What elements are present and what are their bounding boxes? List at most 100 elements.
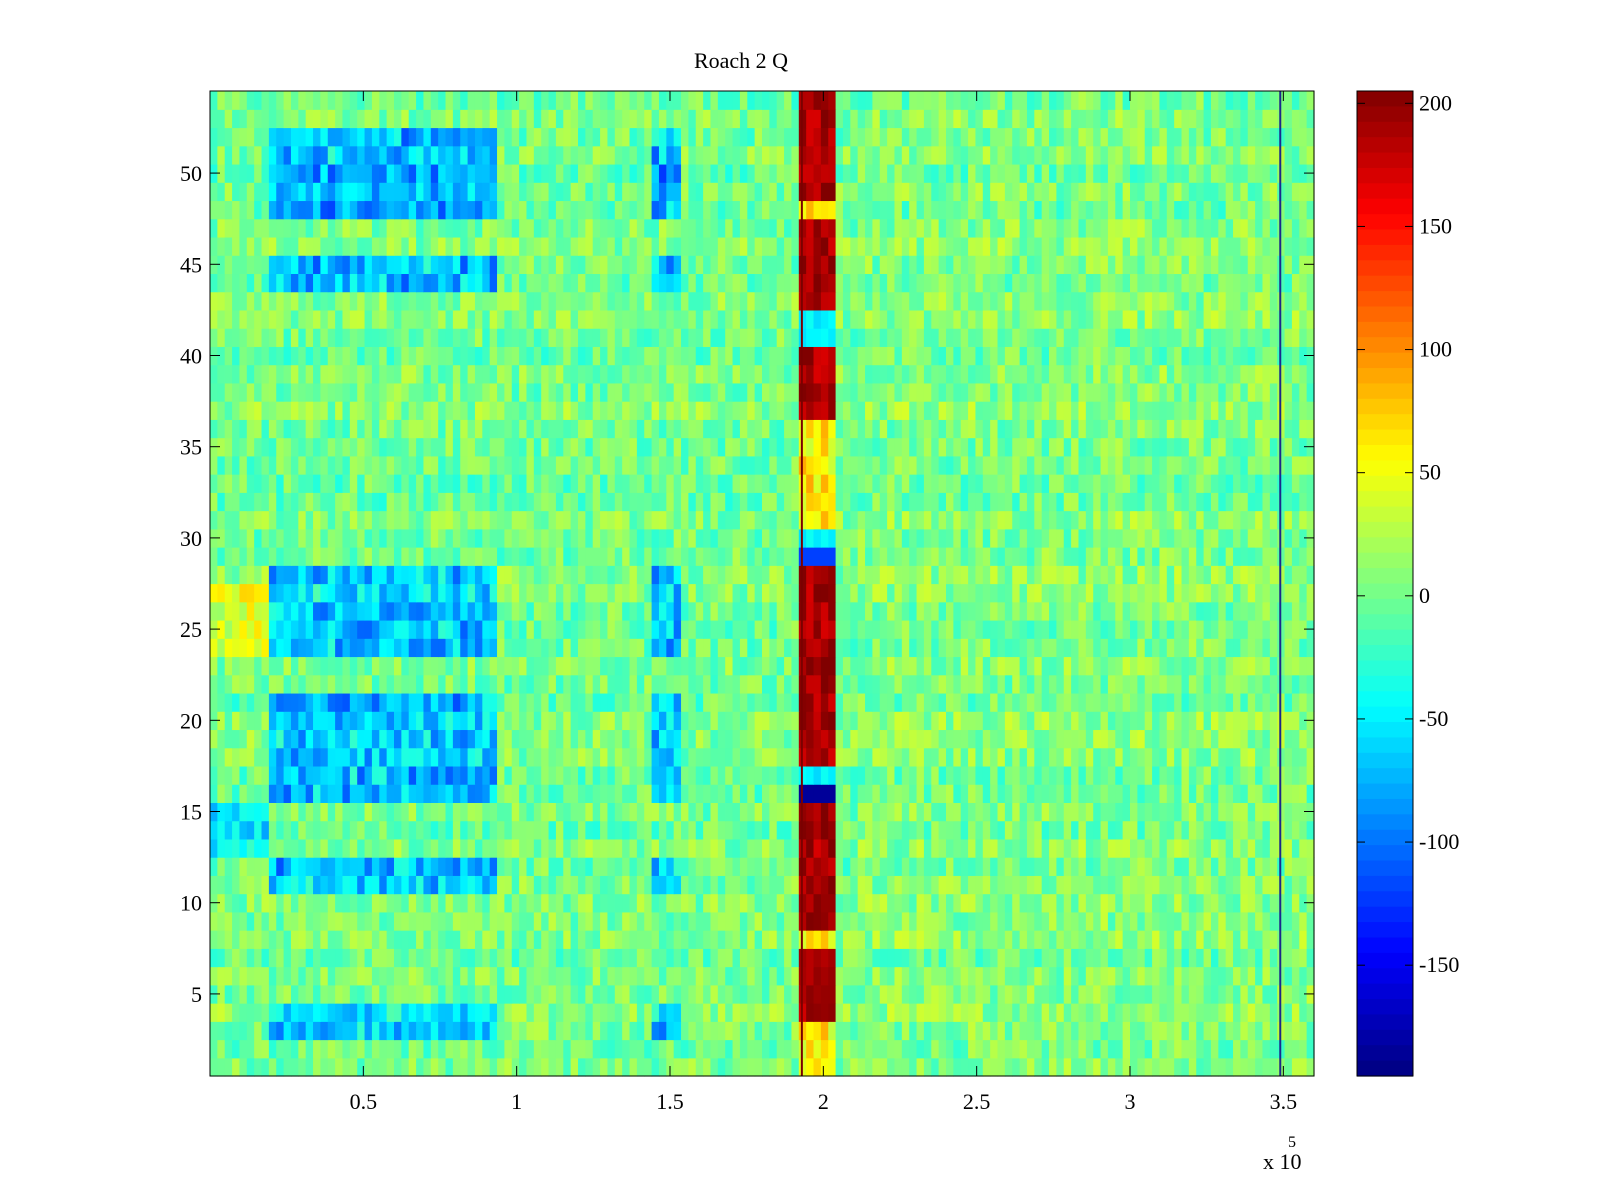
heatmap-cell: [1240, 1057, 1249, 1077]
heatmap-cell: [1056, 966, 1065, 986]
heatmap-cell: [901, 1003, 910, 1022]
heatmap-cell: [320, 984, 329, 1004]
heatmap-cell: [1071, 784, 1080, 803]
heatmap-cell: [423, 966, 432, 986]
heatmap-cell: [416, 711, 425, 731]
heatmap-cell: [909, 911, 918, 931]
heatmap-cell: [1004, 601, 1013, 621]
heatmap-cell: [1262, 838, 1271, 858]
heatmap-cell: [1291, 1039, 1300, 1059]
heatmap-cell: [1188, 911, 1197, 931]
heatmap-cell: [1196, 492, 1205, 512]
heatmap-cell: [460, 966, 469, 986]
heatmap-cell: [946, 875, 954, 895]
heatmap-cell: [533, 455, 542, 475]
heatmap-cell: [438, 893, 447, 913]
heatmap-cell: [1085, 875, 1094, 895]
heatmap-cell: [585, 619, 594, 639]
heatmap-cell: [1262, 528, 1271, 548]
heatmap-cell: [695, 692, 704, 712]
heatmap-cell: [357, 692, 366, 712]
heatmap-cell: [835, 601, 844, 621]
heatmap-cell: [614, 948, 623, 968]
heatmap-cell: [357, 583, 366, 603]
heatmap-cell: [1041, 838, 1050, 858]
heatmap-cell: [1181, 528, 1190, 548]
heatmap-cell: [754, 930, 763, 949]
heatmap-cell: [533, 948, 542, 968]
heatmap-cell: [1049, 711, 1057, 731]
heatmap-cell: [1247, 692, 1256, 712]
heatmap-cell: [1196, 966, 1205, 986]
heatmap-cell: [1210, 565, 1219, 585]
heatmap-cell: [754, 674, 763, 694]
heatmap-cell: [806, 911, 815, 931]
heatmap-cell: [946, 948, 954, 968]
heatmap-cell: [828, 911, 837, 931]
heatmap-cell: [828, 674, 837, 694]
heatmap-cell: [224, 601, 233, 621]
heatmap-cell: [916, 893, 925, 913]
heatmap-cell: [894, 656, 903, 676]
heatmap-cell: [1137, 802, 1146, 822]
heatmap-cell: [371, 838, 380, 858]
heatmap-cell: [1159, 1021, 1168, 1041]
heatmap-cell: [1196, 784, 1205, 803]
heatmap-cell: [452, 656, 461, 676]
heatmap-cell: [636, 583, 645, 603]
heatmap-cell: [695, 1039, 704, 1059]
heatmap-cell: [1203, 583, 1212, 603]
heatmap-cell: [688, 802, 697, 822]
heatmap-cell: [946, 711, 954, 731]
heatmap-cell: [1100, 784, 1109, 803]
heatmap-cell: [1085, 547, 1094, 566]
heatmap-cell: [857, 747, 866, 767]
heatmap-cell: [1137, 1057, 1146, 1077]
heatmap-cell: [607, 984, 616, 1004]
heatmap-cell: [386, 838, 395, 858]
heatmap-cell: [1004, 565, 1013, 585]
heatmap-cell: [1166, 747, 1175, 767]
heatmap-cell: [1233, 838, 1241, 858]
heatmap-cell: [762, 893, 770, 913]
heatmap-cell: [268, 528, 277, 548]
heatmap-cell: [1225, 547, 1234, 566]
heatmap-cell: [283, 638, 292, 658]
heatmap-cell: [1240, 583, 1249, 603]
heatmap-cell: [489, 565, 498, 585]
heatmap-cell: [872, 638, 881, 658]
heatmap-cell: [865, 729, 873, 749]
heatmap-cell: [916, 583, 925, 603]
heatmap-cell: [504, 729, 513, 749]
heatmap-cell: [254, 911, 263, 931]
heatmap-cell: [261, 784, 270, 803]
heatmap-cell: [1144, 875, 1153, 895]
heatmap-cell: [320, 838, 329, 858]
heatmap-cell: [901, 474, 910, 493]
heatmap-cell: [452, 875, 461, 895]
heatmap-cell: [283, 510, 292, 530]
heatmap-cell: [769, 765, 778, 785]
heatmap-cell: [946, 802, 954, 822]
heatmap-cell: [946, 547, 954, 566]
heatmap-cell: [239, 547, 248, 566]
heatmap-cell: [1240, 911, 1249, 931]
heatmap-cell: [717, 875, 726, 895]
heatmap-cell: [1181, 510, 1190, 530]
heatmap-cell: [931, 802, 940, 822]
heatmap-cell: [342, 583, 351, 603]
heatmap-cell: [1137, 820, 1146, 840]
heatmap-cell: [990, 638, 999, 658]
heatmap-cell: [938, 838, 947, 858]
heatmap-cell: [828, 583, 837, 603]
heatmap-cell: [217, 1057, 226, 1077]
heatmap-cell: [210, 820, 218, 840]
heatmap-cell: [695, 547, 704, 566]
heatmap-cell: [997, 765, 1006, 785]
heatmap-cell: [1203, 1003, 1212, 1022]
heatmap-cell: [600, 1003, 609, 1022]
heatmap-cell: [511, 784, 520, 803]
heatmap-cell: [482, 875, 491, 895]
heatmap-cell: [703, 729, 712, 749]
